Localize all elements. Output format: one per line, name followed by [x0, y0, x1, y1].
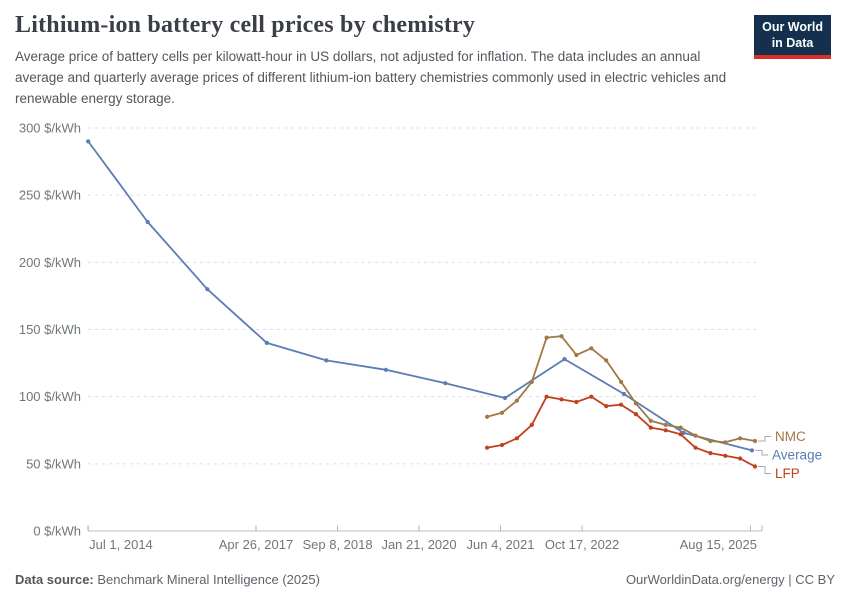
- data-point-average: [621, 391, 627, 397]
- data-source-label: Data source:: [15, 572, 94, 587]
- data-point-average: [86, 139, 91, 144]
- page-title: Lithium-ion battery cell prices by chemi…: [15, 12, 476, 38]
- data-point-lfp: [559, 397, 564, 402]
- data-point-nmc: [693, 433, 698, 438]
- data-point-average: [749, 448, 755, 453]
- data-point-nmc: [485, 414, 490, 419]
- x-axis-tick-label: Oct 17, 2022: [545, 537, 619, 552]
- data-point-lfp: [574, 399, 579, 405]
- data-point-nmc: [589, 346, 594, 351]
- data-point-nmc: [678, 425, 683, 430]
- data-point-nmc: [619, 379, 624, 384]
- series-line-average: [87, 140, 753, 452]
- x-axis-tick-label: Jan 21, 2020: [381, 537, 456, 552]
- series-line-lfp: [486, 395, 756, 468]
- data-point-average: [443, 381, 448, 386]
- legend-connector-average: [755, 449, 769, 456]
- y-axis-tick-label: 0 $/kWh: [33, 524, 81, 539]
- legend-connector-lfp: [758, 466, 772, 474]
- data-point-lfp: [529, 422, 534, 427]
- data-source: Data source: Benchmark Mineral Intellige…: [15, 572, 320, 587]
- data-point-average: [324, 358, 329, 363]
- chart-header: Lithium-ion battery cell prices by chemi…: [15, 12, 755, 110]
- data-point-average: [502, 395, 508, 401]
- data-point-nmc: [738, 436, 743, 441]
- y-axis-tick-label: 100 $/kWh: [19, 389, 81, 404]
- x-axis-tick-label: Aug 15, 2025: [680, 537, 757, 552]
- y-axis-tick-label: 300 $/kWh: [19, 121, 81, 136]
- data-point-nmc: [529, 379, 534, 384]
- owid-logo-line1: Our World: [762, 20, 823, 34]
- data-point-average: [562, 357, 567, 362]
- legend-connector-nmc: [758, 435, 772, 442]
- data-point-average: [145, 219, 150, 225]
- data-point-lfp: [738, 456, 743, 461]
- data-point-lfp: [663, 428, 668, 433]
- y-axis-tick-label: 200 $/kWh: [19, 255, 81, 270]
- y-axis-tick-label: 250 $/kWh: [19, 188, 81, 203]
- data-point-nmc: [663, 422, 668, 427]
- data-point-nmc: [633, 401, 639, 406]
- chart-subtitle: Average price of battery cells per kilow…: [15, 49, 727, 106]
- data-point-lfp: [544, 394, 549, 399]
- data-point-lfp: [752, 464, 758, 469]
- legend-label-lfp[interactable]: LFP: [775, 466, 800, 481]
- legend-label-average[interactable]: Average: [772, 447, 822, 462]
- owid-logo: Our World in Data: [754, 15, 831, 60]
- data-source-text: Benchmark Mineral Intelligence (2025): [97, 572, 320, 587]
- data-point-nmc: [514, 398, 520, 403]
- data-point-average: [264, 340, 269, 345]
- data-point-lfp: [708, 451, 713, 456]
- data-point-lfp: [648, 425, 653, 430]
- data-point-lfp: [693, 445, 698, 450]
- owid-logo-line2: in Data: [771, 35, 814, 50]
- x-axis-tick-label: Jun 4, 2021: [467, 537, 535, 552]
- data-point-lfp: [499, 442, 505, 448]
- data-point-lfp: [604, 404, 609, 409]
- chart-footer: Data source: Benchmark Mineral Intellige…: [15, 572, 835, 587]
- attribution-license[interactable]: OurWorldinData.org/energy | CC BY: [625, 572, 835, 587]
- data-point-nmc: [723, 440, 728, 445]
- data-point-nmc: [574, 352, 579, 358]
- y-axis-tick-label: 150 $/kWh: [19, 322, 81, 337]
- data-point-nmc: [604, 358, 609, 363]
- data-point-nmc: [559, 334, 564, 339]
- data-point-average: [383, 367, 388, 372]
- data-point-nmc: [544, 335, 549, 340]
- x-axis-tick-label: Apr 26, 2017: [219, 537, 293, 552]
- data-point-lfp: [619, 402, 624, 407]
- data-point-nmc: [499, 410, 505, 415]
- data-point-lfp: [678, 432, 683, 437]
- data-point-nmc: [752, 438, 758, 444]
- data-point-lfp: [633, 412, 639, 417]
- data-point-nmc: [708, 438, 713, 444]
- series-line-nmc: [486, 335, 756, 444]
- data-point-lfp: [589, 394, 594, 399]
- data-point-average: [205, 287, 210, 292]
- y-axis-tick-label: 50 $/kWh: [26, 456, 81, 471]
- data-point-lfp: [514, 436, 520, 441]
- x-axis-tick-label: Sep 8, 2018: [302, 537, 372, 552]
- data-point-lfp: [485, 445, 490, 450]
- data-point-lfp: [723, 453, 728, 458]
- x-axis-tick-label: Jul 1, 2014: [89, 537, 153, 552]
- data-point-nmc: [648, 418, 653, 423]
- legend-label-nmc[interactable]: NMC: [775, 429, 806, 444]
